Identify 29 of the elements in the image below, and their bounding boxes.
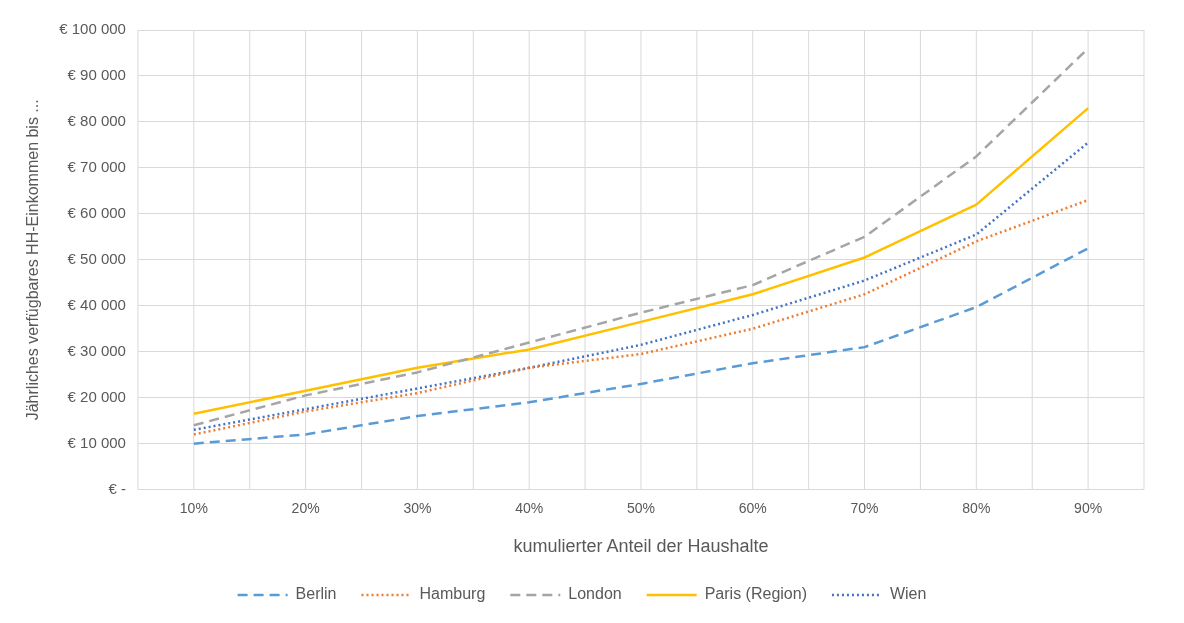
x-axis-title: kumulierter Anteil der Haushalte <box>513 536 769 557</box>
legend-label: London <box>568 585 622 603</box>
y-tick-label: € 70 000 <box>67 158 126 176</box>
x-tick-label: 30% <box>403 499 432 516</box>
y-tick-label: € 40 000 <box>67 295 126 313</box>
line-series <box>192 247 1090 445</box>
x-tick-label: 10% <box>179 499 208 516</box>
y-tick-label: € 10 000 <box>67 433 126 451</box>
y-tick-label: € 20 000 <box>67 387 126 405</box>
y-tick-label: € 60 000 <box>67 203 126 221</box>
x-tick-label: 70% <box>850 499 879 516</box>
legend-label: Berlin <box>295 585 337 603</box>
x-tick-label: 60% <box>738 499 767 516</box>
y-tick-label: € - <box>108 479 126 497</box>
legend-label: Hamburg <box>419 585 486 603</box>
legend-label: Paris (Region) <box>704 585 807 603</box>
y-tick-label: € 90 000 <box>67 66 126 84</box>
x-tick-label: 80% <box>962 499 991 516</box>
y-tick-label: € 50 000 <box>67 249 126 267</box>
y-axis-title: Jährliches verfügbares HH-Einkommen bis ... <box>24 99 42 421</box>
x-tick-label: 20% <box>291 499 320 516</box>
y-tick-label: € 100 000 <box>59 20 126 38</box>
y-tick-label: € 30 000 <box>67 341 126 359</box>
x-tick-label: 90% <box>1074 499 1103 516</box>
x-tick-label: 50% <box>626 499 655 516</box>
x-tick-label: 40% <box>515 499 544 516</box>
line-series <box>192 141 1090 432</box>
legend-label: Wien <box>889 585 927 603</box>
y-tick-label: € 80 000 <box>67 112 126 130</box>
